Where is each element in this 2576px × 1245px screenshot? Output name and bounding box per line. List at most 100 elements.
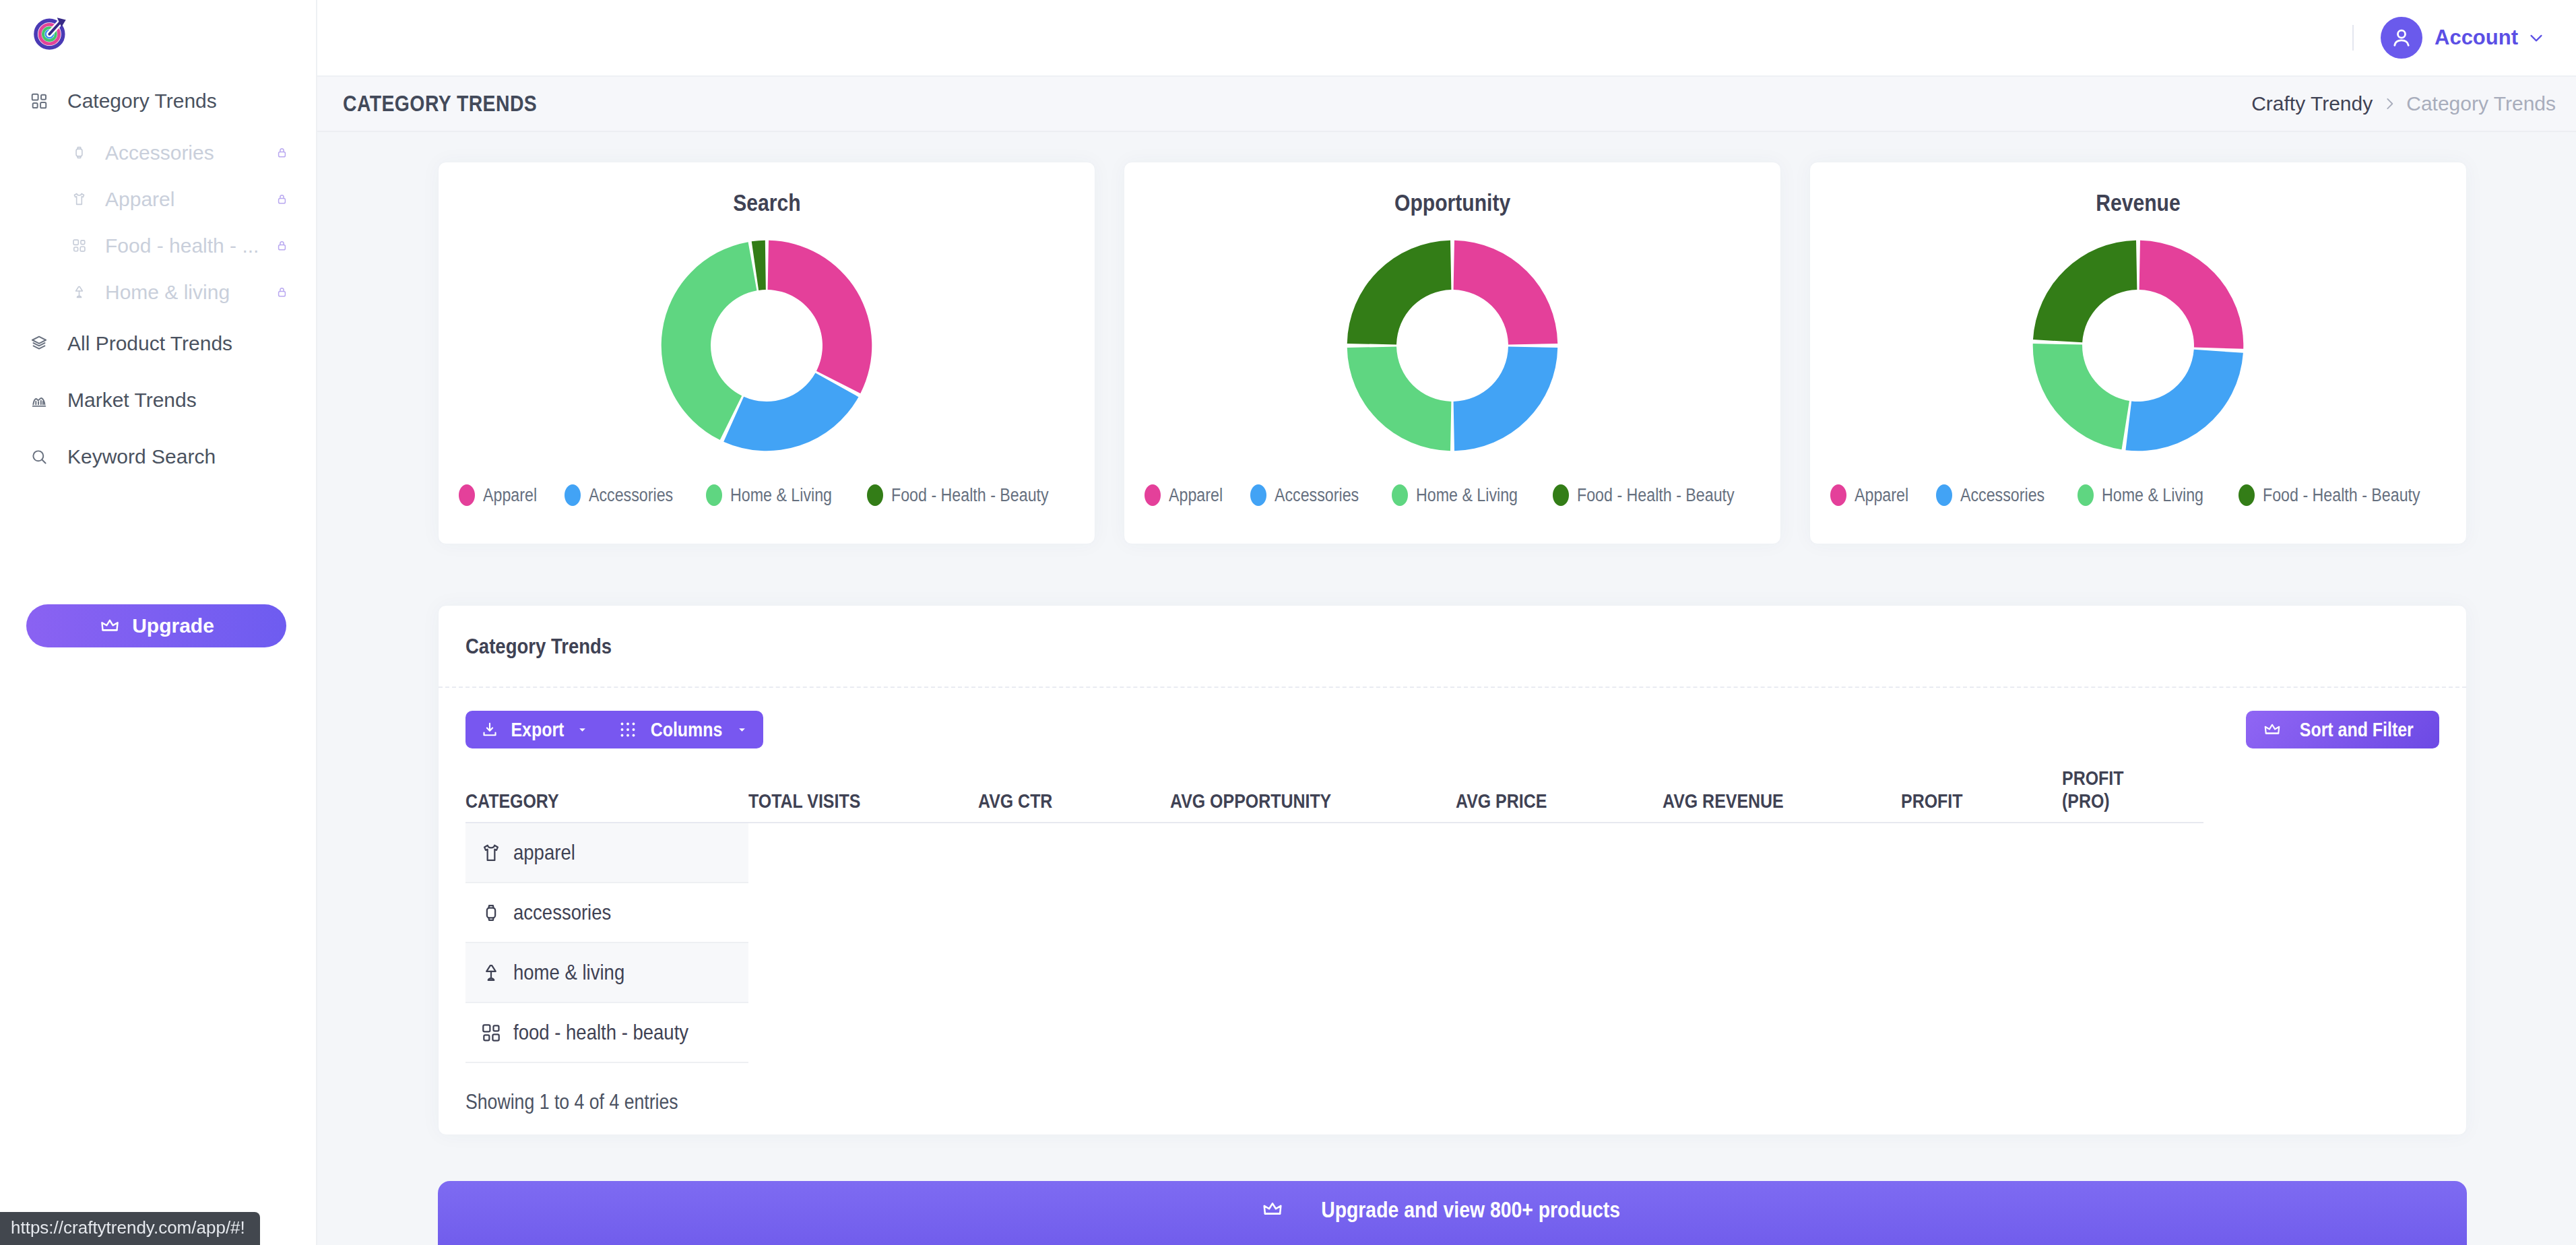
- status-url-tooltip: https://craftytrendy.com/app/#!: [0, 1212, 260, 1245]
- columns-label: Columns: [651, 719, 723, 741]
- account-menu[interactable]: Account: [2435, 26, 2518, 50]
- column-header[interactable]: PROFIT: [1901, 762, 2062, 823]
- sidebar-item-food-health[interactable]: Food - health - ...: [0, 222, 316, 269]
- card-title: Category Trends: [465, 634, 612, 659]
- legend-item: Apparel: [1145, 484, 1231, 506]
- legend-label: Home & Living: [1416, 485, 1518, 506]
- category-cell[interactable]: food - health - beauty: [465, 1002, 748, 1062]
- empty-cell: [748, 1002, 978, 1062]
- breadcrumb-root[interactable]: Crafty Trendy: [2251, 92, 2373, 115]
- chart-title: Search: [733, 189, 800, 216]
- sidebar-item-category-trends[interactable]: Category Trends: [0, 73, 316, 129]
- category-cell[interactable]: accessories: [465, 883, 748, 943]
- legend-dot: [2078, 484, 2094, 506]
- column-header[interactable]: PROFIT(PRO): [2062, 762, 2203, 823]
- empty-cell: [978, 883, 1170, 943]
- legend-dot: [1553, 484, 1569, 506]
- column-header[interactable]: CATEGORY: [465, 762, 748, 823]
- page-title: CATEGORY TRENDS: [343, 91, 537, 117]
- empty-cell: [1901, 823, 2062, 883]
- sort-filter-button[interactable]: Sort and Filter: [2246, 711, 2439, 748]
- legend-dot: [459, 484, 475, 506]
- chart-legend: ApparelAccessoriesHome & LivingFood - He…: [459, 484, 1074, 506]
- empty-cell: [1456, 1002, 1663, 1062]
- sidebar-nav: Category Trends Accessories ApparelFood - …: [0, 0, 316, 485]
- table-row[interactable]: apparel: [465, 823, 2203, 883]
- lock-icon: [275, 192, 289, 206]
- sidebar-item-home-living[interactable]: Home & living: [0, 269, 316, 315]
- table-toolbar: Export Columns Sort and Filter: [465, 711, 2439, 748]
- table-row[interactable]: home & living: [465, 943, 2203, 1002]
- empty-cell: [1901, 1002, 2062, 1062]
- empty-cell: [1901, 943, 2062, 1002]
- column-header[interactable]: AVG REVENUE: [1663, 762, 1901, 823]
- empty-cell: [2062, 1002, 2203, 1062]
- breadcrumb-current: Category Trends: [2406, 92, 2556, 115]
- empty-cell: [1901, 883, 2062, 943]
- empty-cell: [1456, 883, 1663, 943]
- person-icon: [2388, 24, 2415, 51]
- caret-down-icon: [735, 723, 749, 737]
- sidebar-item-keyword-search[interactable]: Keyword Search: [0, 428, 316, 485]
- table-footer: Showing 1 to 4 of 4 entries: [465, 1090, 2439, 1114]
- empty-cell: [1663, 943, 1901, 1002]
- card-body: Export Columns Sort and Filter: [439, 688, 2466, 1135]
- legend-dot: [565, 484, 581, 506]
- brand-logo[interactable]: [33, 15, 68, 51]
- column-header[interactable]: TOTAL VISITS: [748, 762, 978, 823]
- sidebar-item-accessories[interactable]: Accessories: [0, 129, 316, 176]
- legend-label: Home & Living: [2102, 485, 2203, 506]
- export-columns-group: Export Columns: [465, 711, 763, 748]
- legend-label: Accessories: [1275, 485, 1359, 506]
- sidebar-item-apparel[interactable]: Apparel: [0, 176, 316, 222]
- legend-label: Accessories: [1960, 485, 2044, 506]
- app-root: Category TrendsAccessoriesApparelFood - …: [0, 0, 2576, 1245]
- table-row[interactable]: accessories: [465, 883, 2203, 943]
- column-header[interactable]: AVG CTR: [978, 762, 1170, 823]
- export-button[interactable]: Export: [465, 711, 604, 748]
- upgrade-button[interactable]: Upgrade: [26, 604, 286, 647]
- donut-chart: [1342, 235, 1563, 456]
- empty-cell: [978, 1002, 1170, 1062]
- legend-item: Apparel: [459, 484, 546, 506]
- avatar[interactable]: [2381, 17, 2422, 59]
- topbar: Account: [317, 0, 2576, 75]
- category-cell[interactable]: home & living: [465, 943, 748, 1002]
- sidebar-item-market-trends[interactable]: Market Trends: [0, 372, 316, 428]
- legend-dot: [706, 484, 722, 506]
- chevron-down-icon[interactable]: [2526, 28, 2546, 48]
- legend-dot: [1830, 484, 1846, 506]
- card-header: Category Trends: [439, 606, 2466, 688]
- empty-cell: [978, 823, 1170, 883]
- breadcrumb: Crafty Trendy Category Trends: [2251, 92, 2556, 115]
- legend-item: Food - Health - Beauty: [2239, 484, 2446, 506]
- category-label: food - health - beauty: [513, 1020, 688, 1045]
- columns-button[interactable]: Columns: [604, 711, 763, 748]
- legend-item: Accessories: [1250, 484, 1373, 506]
- legend-label: Apparel: [1855, 485, 1908, 506]
- legend-dot: [867, 484, 883, 506]
- legend-item: Home & Living: [2078, 484, 2220, 506]
- sidebar-item-all-product-trends[interactable]: All Product Trends: [0, 315, 316, 372]
- chart-icon: [30, 391, 49, 410]
- chart-title: Opportunity: [1394, 189, 1510, 216]
- legend-dot: [1392, 484, 1408, 506]
- topbar-divider: [2352, 25, 2354, 51]
- lock-icon: [275, 238, 289, 253]
- crown-icon: [2262, 720, 2282, 740]
- chart-legend: ApparelAccessoriesHome & LivingFood - He…: [1145, 484, 1760, 506]
- empty-cell: [748, 943, 978, 1002]
- table-row[interactable]: food - health - beauty: [465, 1002, 2203, 1062]
- legend-dot: [1936, 484, 1952, 506]
- sidebar-item-label: Accessories: [105, 141, 214, 164]
- lamp-icon: [71, 284, 87, 300]
- crown-icon: [98, 614, 121, 637]
- category-cell[interactable]: apparel: [465, 823, 748, 883]
- upgrade-banner[interactable]: Upgrade and view 800+ products: [438, 1181, 2467, 1245]
- column-header[interactable]: AVG OPPORTUNITY: [1170, 762, 1456, 823]
- empty-cell: [2062, 883, 2203, 943]
- upgrade-banner-label: Upgrade and view 800+ products: [1321, 1197, 1620, 1223]
- column-header[interactable]: AVG PRICE: [1456, 762, 1663, 823]
- legend-label: Accessories: [589, 485, 673, 506]
- legend-dot: [1145, 484, 1161, 506]
